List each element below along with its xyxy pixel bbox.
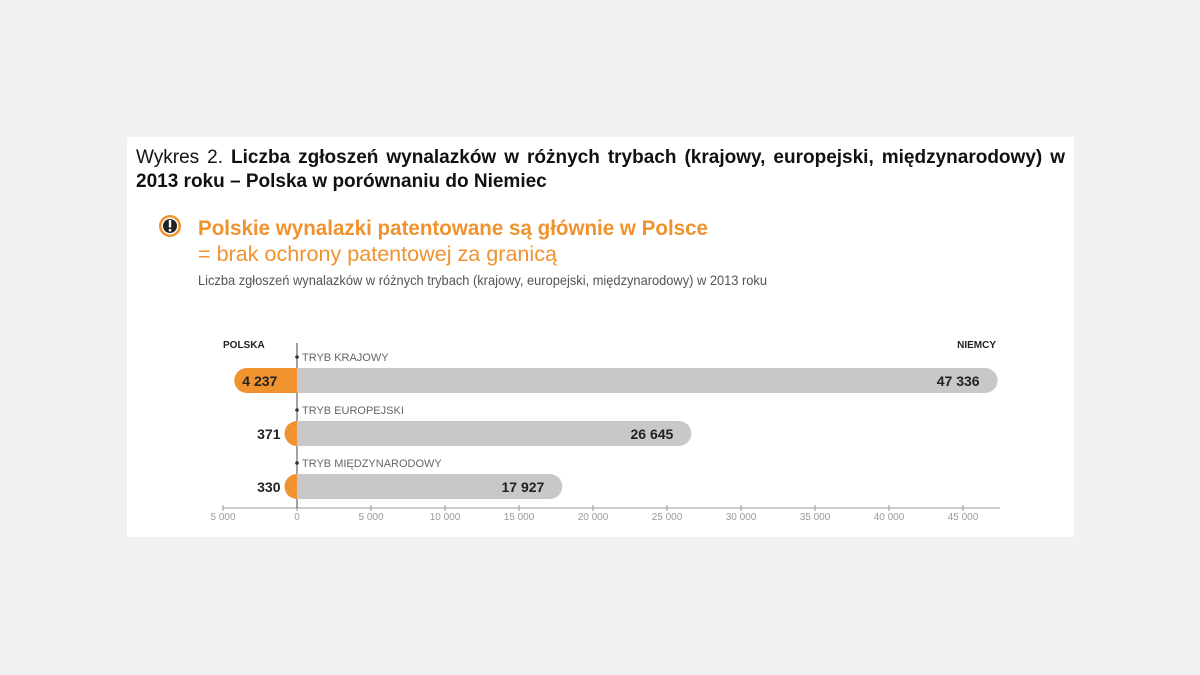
x-tick-label: 10 000 — [430, 512, 461, 523]
value-label: 26 645 — [631, 426, 674, 442]
legend-label: POLSKA — [223, 340, 265, 351]
alert-icon — [159, 215, 181, 237]
bar — [234, 368, 297, 393]
bar — [297, 421, 692, 446]
value-label: 371 — [257, 426, 281, 442]
value-label: 47 336 — [937, 373, 980, 389]
bar — [284, 474, 297, 499]
chart-subtitle: Liczba zgłoszeń wynalazków w różnych try… — [198, 272, 767, 288]
bar — [297, 368, 998, 393]
caption-label: Wykres 2. — [136, 147, 224, 168]
bar — [284, 421, 297, 446]
x-tick-label: 40 000 — [874, 512, 905, 523]
caption-title: Liczba zgłoszeń wynalazków w różnych try… — [136, 147, 1065, 192]
x-tick-label: 35 000 — [800, 512, 831, 523]
value-label: 4 237 — [242, 373, 277, 389]
x-tick-label: 15 000 — [504, 512, 535, 523]
x-tick-label: 5 000 — [358, 512, 383, 523]
category-label: TRYB EUROPEJSKI — [302, 405, 404, 417]
x-tick-label: 5 000 — [210, 512, 235, 523]
category-dot — [295, 461, 299, 465]
category-label: TRYB KRAJOWY — [302, 352, 389, 364]
category-dot — [295, 408, 299, 412]
chart: Polskie wynalazki patentowane są głównie… — [159, 215, 1000, 523]
chart-title: = brak ochrony patentowej za granicą — [198, 243, 557, 266]
x-tick-label: 0 — [294, 512, 300, 523]
x-tick-label: 30 000 — [726, 512, 757, 523]
value-label: 330 — [257, 479, 281, 495]
bar — [297, 474, 563, 499]
x-tick-label: 20 000 — [578, 512, 609, 523]
value-label: 17 927 — [501, 479, 544, 495]
category-dot — [295, 355, 299, 359]
figure-panel: Wykres 2. Liczba zgłoszeń wynalazków w r… — [127, 137, 1074, 537]
x-tick-label: 45 000 — [948, 512, 979, 523]
category-label: TRYB MIĘDZYNARODOWY — [302, 458, 442, 470]
caption: Wykres 2. Liczba zgłoszeń wynalazków w r… — [136, 146, 1065, 194]
x-tick-label: 25 000 — [652, 512, 683, 523]
chart-title: Polskie wynalazki patentowane są głównie… — [198, 217, 708, 240]
legend-label: NIEMCY — [957, 340, 996, 351]
